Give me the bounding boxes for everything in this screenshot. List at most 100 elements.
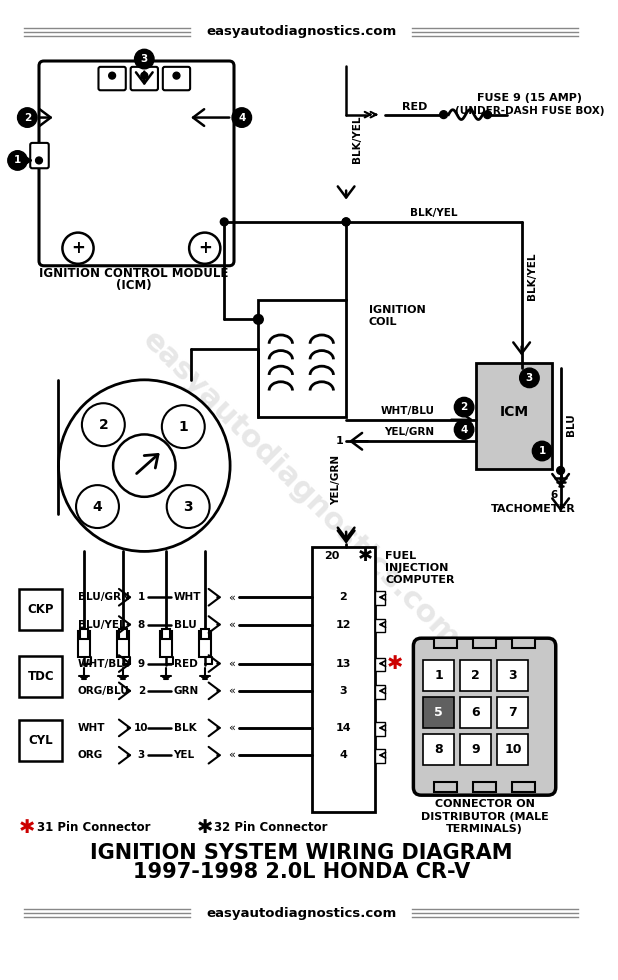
Text: BLK/YEL: BLK/YEL	[527, 253, 537, 300]
Text: 8: 8	[434, 743, 443, 756]
Text: RED: RED	[402, 102, 427, 112]
Bar	[20, 589, 62, 630]
Bar	[423, 697, 454, 728]
Text: 2: 2	[138, 686, 145, 696]
Bar	[434, 782, 457, 792]
Text: 20: 20	[324, 552, 339, 562]
Circle shape	[76, 485, 119, 528]
Circle shape	[232, 108, 252, 127]
FancyBboxPatch shape	[413, 638, 556, 795]
Text: easyautodiagnostics.com: easyautodiagnostics.com	[137, 325, 465, 655]
Text: 9: 9	[472, 743, 480, 756]
Text: 2: 2	[472, 668, 480, 682]
Text: BLU/GRN: BLU/GRN	[78, 592, 130, 603]
Text: (UNDER-DASH FUSE BOX): (UNDER-DASH FUSE BOX)	[455, 106, 604, 116]
FancyBboxPatch shape	[163, 67, 190, 90]
Circle shape	[113, 434, 176, 497]
Text: 1: 1	[538, 446, 546, 456]
Circle shape	[173, 73, 180, 79]
Text: 7: 7	[509, 706, 517, 718]
Circle shape	[135, 49, 154, 69]
Text: 32 Pin Connector: 32 Pin Connector	[214, 821, 328, 834]
Text: WHT/BLU: WHT/BLU	[381, 406, 434, 416]
Text: 3: 3	[141, 54, 148, 64]
Text: INJECTION: INJECTION	[385, 563, 449, 573]
Bar	[375, 591, 385, 605]
Text: 2: 2	[339, 592, 347, 603]
Circle shape	[17, 108, 37, 127]
Circle shape	[141, 73, 148, 79]
Text: WHT: WHT	[78, 723, 106, 733]
Text: 4: 4	[460, 424, 468, 434]
Text: YEL/GRN: YEL/GRN	[331, 455, 341, 506]
FancyBboxPatch shape	[39, 61, 234, 266]
Bar	[375, 685, 385, 699]
Bar	[258, 300, 346, 416]
Text: CYL: CYL	[28, 734, 53, 747]
Bar	[20, 656, 62, 697]
Text: 9: 9	[138, 659, 145, 668]
FancyBboxPatch shape	[130, 67, 158, 90]
Text: CKP: CKP	[28, 604, 54, 616]
Bar	[497, 697, 528, 728]
Text: COIL: COIL	[368, 318, 397, 327]
Text: COMPUTER: COMPUTER	[385, 574, 455, 585]
Circle shape	[440, 111, 447, 119]
Text: 4: 4	[238, 113, 245, 122]
Bar	[80, 629, 88, 639]
Text: +: +	[198, 239, 212, 257]
Bar	[512, 782, 535, 792]
Circle shape	[59, 380, 230, 552]
Text: 3: 3	[526, 372, 533, 383]
Circle shape	[36, 157, 43, 164]
Text: «: «	[229, 659, 235, 668]
Text: IGNITION: IGNITION	[368, 305, 425, 315]
Text: WHT/BLU: WHT/BLU	[78, 659, 132, 668]
Text: 8: 8	[138, 619, 145, 629]
Text: (ICM): (ICM)	[116, 278, 151, 292]
Text: BLU: BLU	[174, 619, 197, 629]
Bar	[423, 660, 454, 691]
Bar	[201, 629, 209, 639]
Text: TACHOMETER: TACHOMETER	[491, 505, 575, 514]
Text: DISTRIBUTOR (MALE: DISTRIBUTOR (MALE	[421, 811, 548, 821]
Text: TERMINALS): TERMINALS)	[446, 824, 523, 834]
Text: 14: 14	[336, 723, 351, 733]
Text: ✱: ✱	[197, 818, 213, 837]
Text: BLK/YEL: BLK/YEL	[410, 208, 457, 219]
Circle shape	[162, 405, 205, 448]
Text: «: «	[229, 592, 235, 603]
Bar	[119, 629, 127, 639]
Circle shape	[454, 419, 474, 439]
Text: «: «	[229, 686, 235, 696]
Text: BLU: BLU	[566, 414, 577, 436]
Circle shape	[255, 316, 262, 323]
Text: IGNITION SYSTEM WIRING DIAGRAM: IGNITION SYSTEM WIRING DIAGRAM	[90, 843, 512, 862]
Circle shape	[8, 151, 27, 171]
Text: CONNECTOR ON: CONNECTOR ON	[434, 799, 535, 808]
FancyBboxPatch shape	[98, 67, 126, 90]
Circle shape	[532, 441, 552, 461]
Circle shape	[253, 315, 263, 324]
Text: «: «	[229, 619, 235, 629]
Bar	[512, 638, 535, 648]
Text: 1: 1	[179, 419, 188, 433]
Text: YEL: YEL	[174, 751, 195, 760]
Text: FUEL: FUEL	[385, 552, 417, 562]
Text: 31 Pin Connector: 31 Pin Connector	[37, 821, 151, 834]
Text: 1: 1	[336, 436, 343, 446]
Text: 10: 10	[134, 723, 148, 733]
Circle shape	[109, 73, 116, 79]
Text: 13: 13	[336, 659, 351, 668]
Circle shape	[557, 466, 564, 474]
Text: TDC: TDC	[28, 669, 54, 683]
Bar	[160, 631, 172, 657]
Text: ✱: ✱	[358, 547, 373, 565]
Text: ORG/BLU: ORG/BLU	[78, 686, 130, 696]
Bar	[460, 734, 491, 765]
Text: 3: 3	[339, 686, 347, 696]
Circle shape	[82, 403, 125, 446]
Text: 1: 1	[14, 156, 21, 166]
Text: 2: 2	[23, 113, 31, 122]
Text: 3: 3	[138, 751, 145, 760]
